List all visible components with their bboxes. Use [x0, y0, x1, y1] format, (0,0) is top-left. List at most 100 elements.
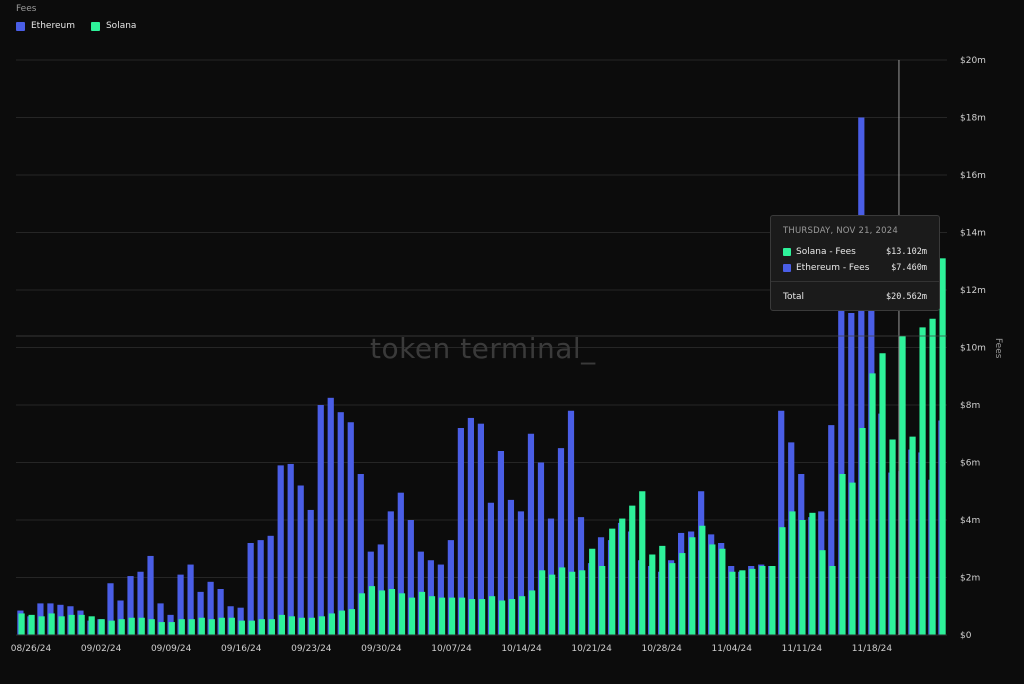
bar-solana — [238, 620, 245, 635]
bar-solana — [178, 619, 185, 635]
bar-ethereum — [147, 555, 154, 635]
bar-solana — [939, 258, 946, 635]
bar-solana — [489, 596, 496, 635]
bar-ethereum — [127, 576, 134, 635]
bar-solana — [679, 553, 686, 635]
bar-solana — [478, 599, 486, 635]
bar-ethereum — [297, 485, 304, 635]
bar-solana — [268, 619, 275, 635]
bar-solana — [18, 613, 25, 635]
legend: Ethereum Solana — [16, 21, 136, 31]
bar-ethereum — [457, 428, 464, 635]
bar-solana — [108, 620, 115, 635]
tooltip-divider — [771, 281, 939, 282]
bar-ethereum — [187, 564, 194, 635]
bar-solana — [619, 518, 626, 635]
bar-solana — [408, 597, 416, 635]
bar-solana — [378, 590, 386, 635]
y-tick-label: $8m — [960, 401, 980, 411]
bar-solana — [148, 619, 155, 635]
y-tick-label: $16m — [960, 171, 986, 181]
y-tick-label: $14m — [960, 229, 986, 239]
x-tick-label: 10/07/24 — [431, 644, 472, 654]
bar-solana — [368, 586, 376, 635]
bar-solana — [579, 570, 586, 635]
x-tick-label: 09/16/24 — [221, 644, 262, 654]
bar-ethereum — [287, 463, 294, 635]
tooltip-value-solana: $13.102m — [886, 247, 927, 257]
bar-solana — [749, 568, 756, 635]
bar-ethereum — [107, 583, 114, 635]
bar-ethereum — [517, 511, 525, 635]
bar-solana — [609, 528, 616, 635]
bar-solana — [38, 616, 45, 635]
bar-solana — [138, 617, 145, 635]
bar-ethereum — [117, 600, 124, 635]
bar-ethereum — [137, 571, 144, 635]
bar-solana — [418, 591, 426, 635]
bar-solana — [869, 373, 876, 635]
bar-solana — [308, 617, 316, 635]
bar-solana — [298, 617, 306, 635]
bar-solana — [438, 597, 446, 635]
tooltip-swatch-ethereum — [783, 264, 791, 272]
bar-solana — [809, 512, 816, 635]
x-tick-label: 09/23/24 — [291, 644, 332, 654]
bar-ethereum — [257, 540, 264, 635]
x-tick-label: 09/02/24 — [81, 644, 122, 654]
legend-item-solana[interactable]: Solana — [90, 21, 136, 31]
bar-ethereum — [467, 417, 474, 635]
bar-solana — [98, 619, 105, 635]
bar-solana — [709, 544, 716, 635]
bar-ethereum — [527, 433, 535, 635]
tooltip-total-value: $20.562m — [886, 292, 927, 302]
bar-ethereum — [207, 581, 214, 635]
bar-solana — [909, 436, 916, 635]
tooltip-label-ethereum: Ethereum - Fees — [796, 263, 870, 273]
hover-tooltip: THURSDAY, NOV 21, 2024 Solana - Fees $13… — [770, 215, 940, 311]
bar-solana — [248, 620, 255, 635]
bar-ethereum — [377, 544, 384, 635]
bar-ethereum — [177, 574, 184, 635]
bar-ethereum — [858, 117, 865, 635]
legend-swatch-ethereum — [16, 21, 25, 31]
bar-solana — [68, 614, 75, 635]
bar-ethereum — [317, 405, 324, 635]
bar-solana — [629, 505, 636, 635]
bar-solana — [739, 570, 746, 635]
bar-solana — [729, 571, 736, 635]
bar-ethereum — [397, 492, 404, 635]
bar-solana — [388, 589, 396, 635]
bar-solana — [759, 566, 766, 635]
y-axis-label: Fees — [993, 338, 1003, 359]
tooltip-label-solana: Solana - Fees — [796, 247, 856, 257]
bar-ethereum — [267, 535, 274, 635]
bar-solana — [188, 619, 195, 635]
y-tick-label: $18m — [960, 114, 986, 124]
y-tick-label: $4m — [960, 516, 980, 526]
bar-solana — [799, 520, 806, 635]
tooltip-row-solana: Solana - Fees $13.102m — [783, 247, 927, 257]
bar-solana — [168, 622, 175, 635]
bar-solana — [669, 563, 676, 635]
bar-solana — [448, 597, 456, 635]
bar-ethereum — [487, 502, 495, 635]
bar-solana — [468, 599, 476, 635]
x-tick-label: 11/04/24 — [712, 644, 753, 654]
bar-solana — [358, 593, 366, 635]
bar-solana — [829, 566, 836, 635]
bar-solana — [398, 593, 406, 635]
y-tick-label: $10m — [960, 344, 986, 354]
bar-ethereum — [247, 543, 254, 635]
bar-solana — [118, 619, 125, 635]
bar-ethereum — [307, 509, 314, 635]
bar-solana — [58, 616, 65, 635]
bar-solana — [48, 613, 55, 635]
bar-solana — [499, 600, 506, 635]
legend-item-ethereum[interactable]: Ethereum — [16, 21, 75, 31]
bar-ethereum — [497, 451, 505, 635]
bar-solana — [78, 614, 85, 635]
bar-solana — [198, 617, 205, 635]
bar-solana — [549, 574, 556, 635]
